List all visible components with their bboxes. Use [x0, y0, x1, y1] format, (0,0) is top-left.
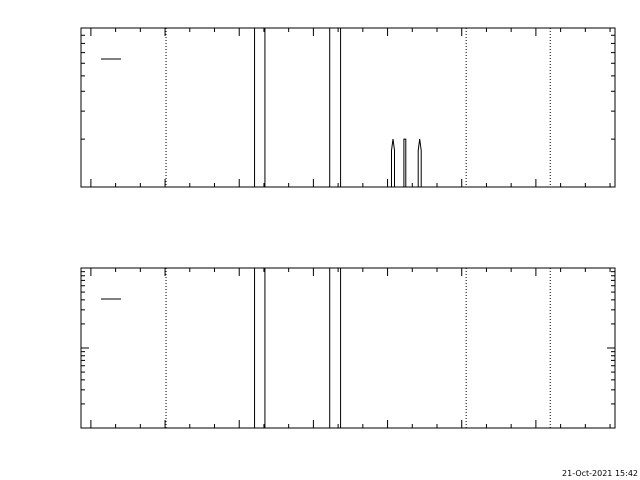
plot-frame — [80, 27, 616, 188]
lo-channel-panel — [80, 27, 616, 188]
hi-channel-panel — [80, 267, 616, 429]
series-line — [81, 138, 615, 188]
footer-timestamp: 21-Oct-2021 15:42 — [562, 469, 638, 478]
plot-frame — [80, 267, 616, 429]
